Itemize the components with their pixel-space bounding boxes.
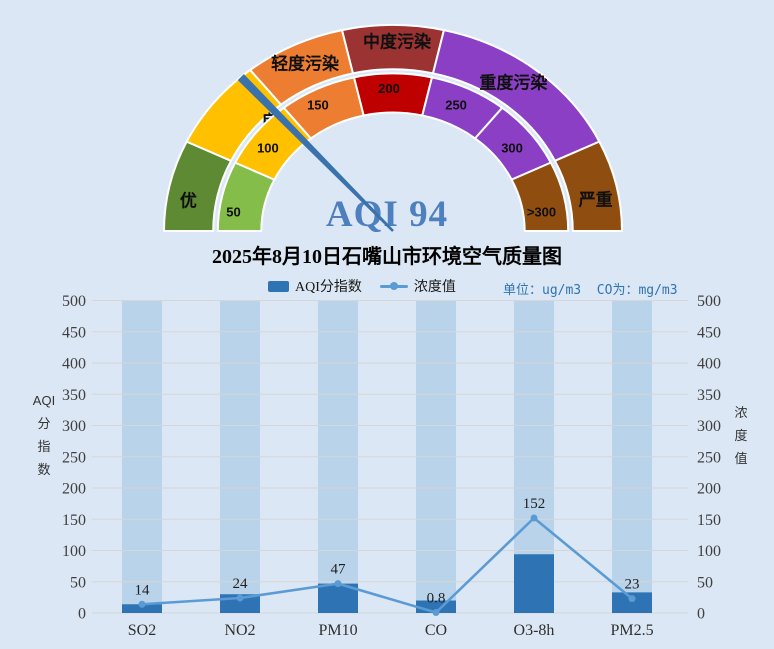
aqi-subindex-bar [318,583,358,613]
right-axis-tick-label: 500 [697,293,721,310]
category-label: PM2.5 [610,622,653,639]
left-axis-title-line: 指 [37,439,51,454]
background-bar [612,300,652,613]
line-marker [530,514,538,522]
left-axis-tick-label: 450 [62,324,86,341]
line-marker [628,595,636,603]
legend-label-aqi-subindex: AQI分指数 [295,280,362,295]
right-axis-tick-label: 100 [697,543,721,560]
left-axis-tick-label: 200 [62,481,86,498]
bar-series-swatch-icon [268,280,289,292]
left-axis-tick-label: 0 [78,606,86,623]
line-marker [236,594,244,602]
right-axis-tick-label: 250 [697,449,721,466]
gauge-ring-label: 200 [378,81,400,96]
aqi-subindex-bar [220,594,260,613]
gauge-category-segment [249,29,354,106]
line-marker [334,580,342,588]
gauge-ring-label: 150 [307,98,329,113]
left-axis-tick-label: 100 [62,543,86,560]
aqi-subindex-bar [514,554,554,613]
line-series-marker-icon [389,282,398,290]
concentration-line [141,516,633,614]
right-axis-tick-label: 150 [697,512,721,529]
left-axis-title-line: 分 [37,416,51,431]
chart-legend: AQI分指数 浓度值 [268,276,456,296]
category-label: SO2 [128,622,156,639]
aqi-subindex-bar [416,600,456,613]
right-axis-tick-label: 350 [697,387,721,404]
category-label: PM10 [318,622,357,639]
concentration-value-label: 24 [233,576,249,592]
concentration-value-label: 23 [625,577,640,593]
gauge-ring-segment [421,76,504,140]
concentration-value-label: 0.8 [427,591,446,607]
right-axis-tick-label: 200 [697,481,721,498]
page-title: 2025年8月10日石嘴山市环境空气质量图 [212,246,562,268]
left-axis-tick-label: 50 [70,574,86,591]
right-axis-tick-label: 50 [697,574,713,591]
gauge-category-segment [341,24,445,75]
gauge-ring-segment [234,106,312,181]
right-axis-title-line: 度 [734,428,748,443]
concentration-value-label: 14 [135,582,151,598]
left-axis-title: AQI 分 指 数 [22,389,66,481]
left-axis-tick-label: 400 [62,356,86,373]
left-axis-title-line: 数 [37,462,51,477]
category-label: CO [425,622,447,639]
gauge-category-label: 中度污染 [363,32,431,52]
line-series-swatch-icon [379,282,408,290]
legend-item-aqi-subindex[interactable]: AQI分指数 [268,276,362,296]
legend-item-concentration[interactable]: 浓度值 [379,276,456,296]
category-label: NO2 [224,622,255,639]
concentration-value-label: 47 [331,562,347,578]
gauge-ring-label: 300 [501,141,523,156]
right-axis-tick-label: 0 [697,606,705,623]
category-label: O3-8h [514,622,555,639]
concentration-value-label: 152 [523,496,546,512]
background-bar [514,300,554,613]
right-axis-tick-label: 300 [697,418,721,435]
line-marker [432,609,440,616]
line-marker [138,600,146,608]
gauge-category-label: 重度污染 [479,72,547,92]
right-axis-title-line: 浓 [734,405,748,420]
gauge-category-label: 良 [261,111,278,131]
gauge-category-label: 轻度污染 [271,54,339,74]
aqi-subindex-bar [122,604,162,613]
legend-label-concentration: 浓度值 [413,280,456,295]
gauge-ring-label: 250 [445,98,467,113]
background-bar [416,300,456,613]
left-axis-title-line: AQI [32,393,56,408]
background-bar [122,300,162,613]
gauge-ring-segment [474,106,552,181]
aqi-subindex-bar [612,592,652,613]
right-axis-tick-label: 400 [697,356,721,373]
right-axis-tick-label: 450 [697,324,721,341]
gauge-category-segment [432,29,601,162]
gauge-ring-segment [353,72,433,117]
gauge-category-segment [185,68,282,162]
left-axis-tick-label: 150 [62,512,86,529]
aqi-value: AQI 94 [325,194,449,235]
right-axis-title: 浓 度 值 [728,401,754,470]
left-axis-tick-label: 500 [62,293,86,310]
background-bar [318,300,358,613]
gauge-ring-segment [282,76,365,140]
gauge-ring-label: 100 [257,141,279,156]
background-bar [220,300,260,613]
unit-note: 单位：ug/m3 CO为：mg/m3 [503,283,678,298]
right-axis-title-line: 值 [734,451,748,466]
